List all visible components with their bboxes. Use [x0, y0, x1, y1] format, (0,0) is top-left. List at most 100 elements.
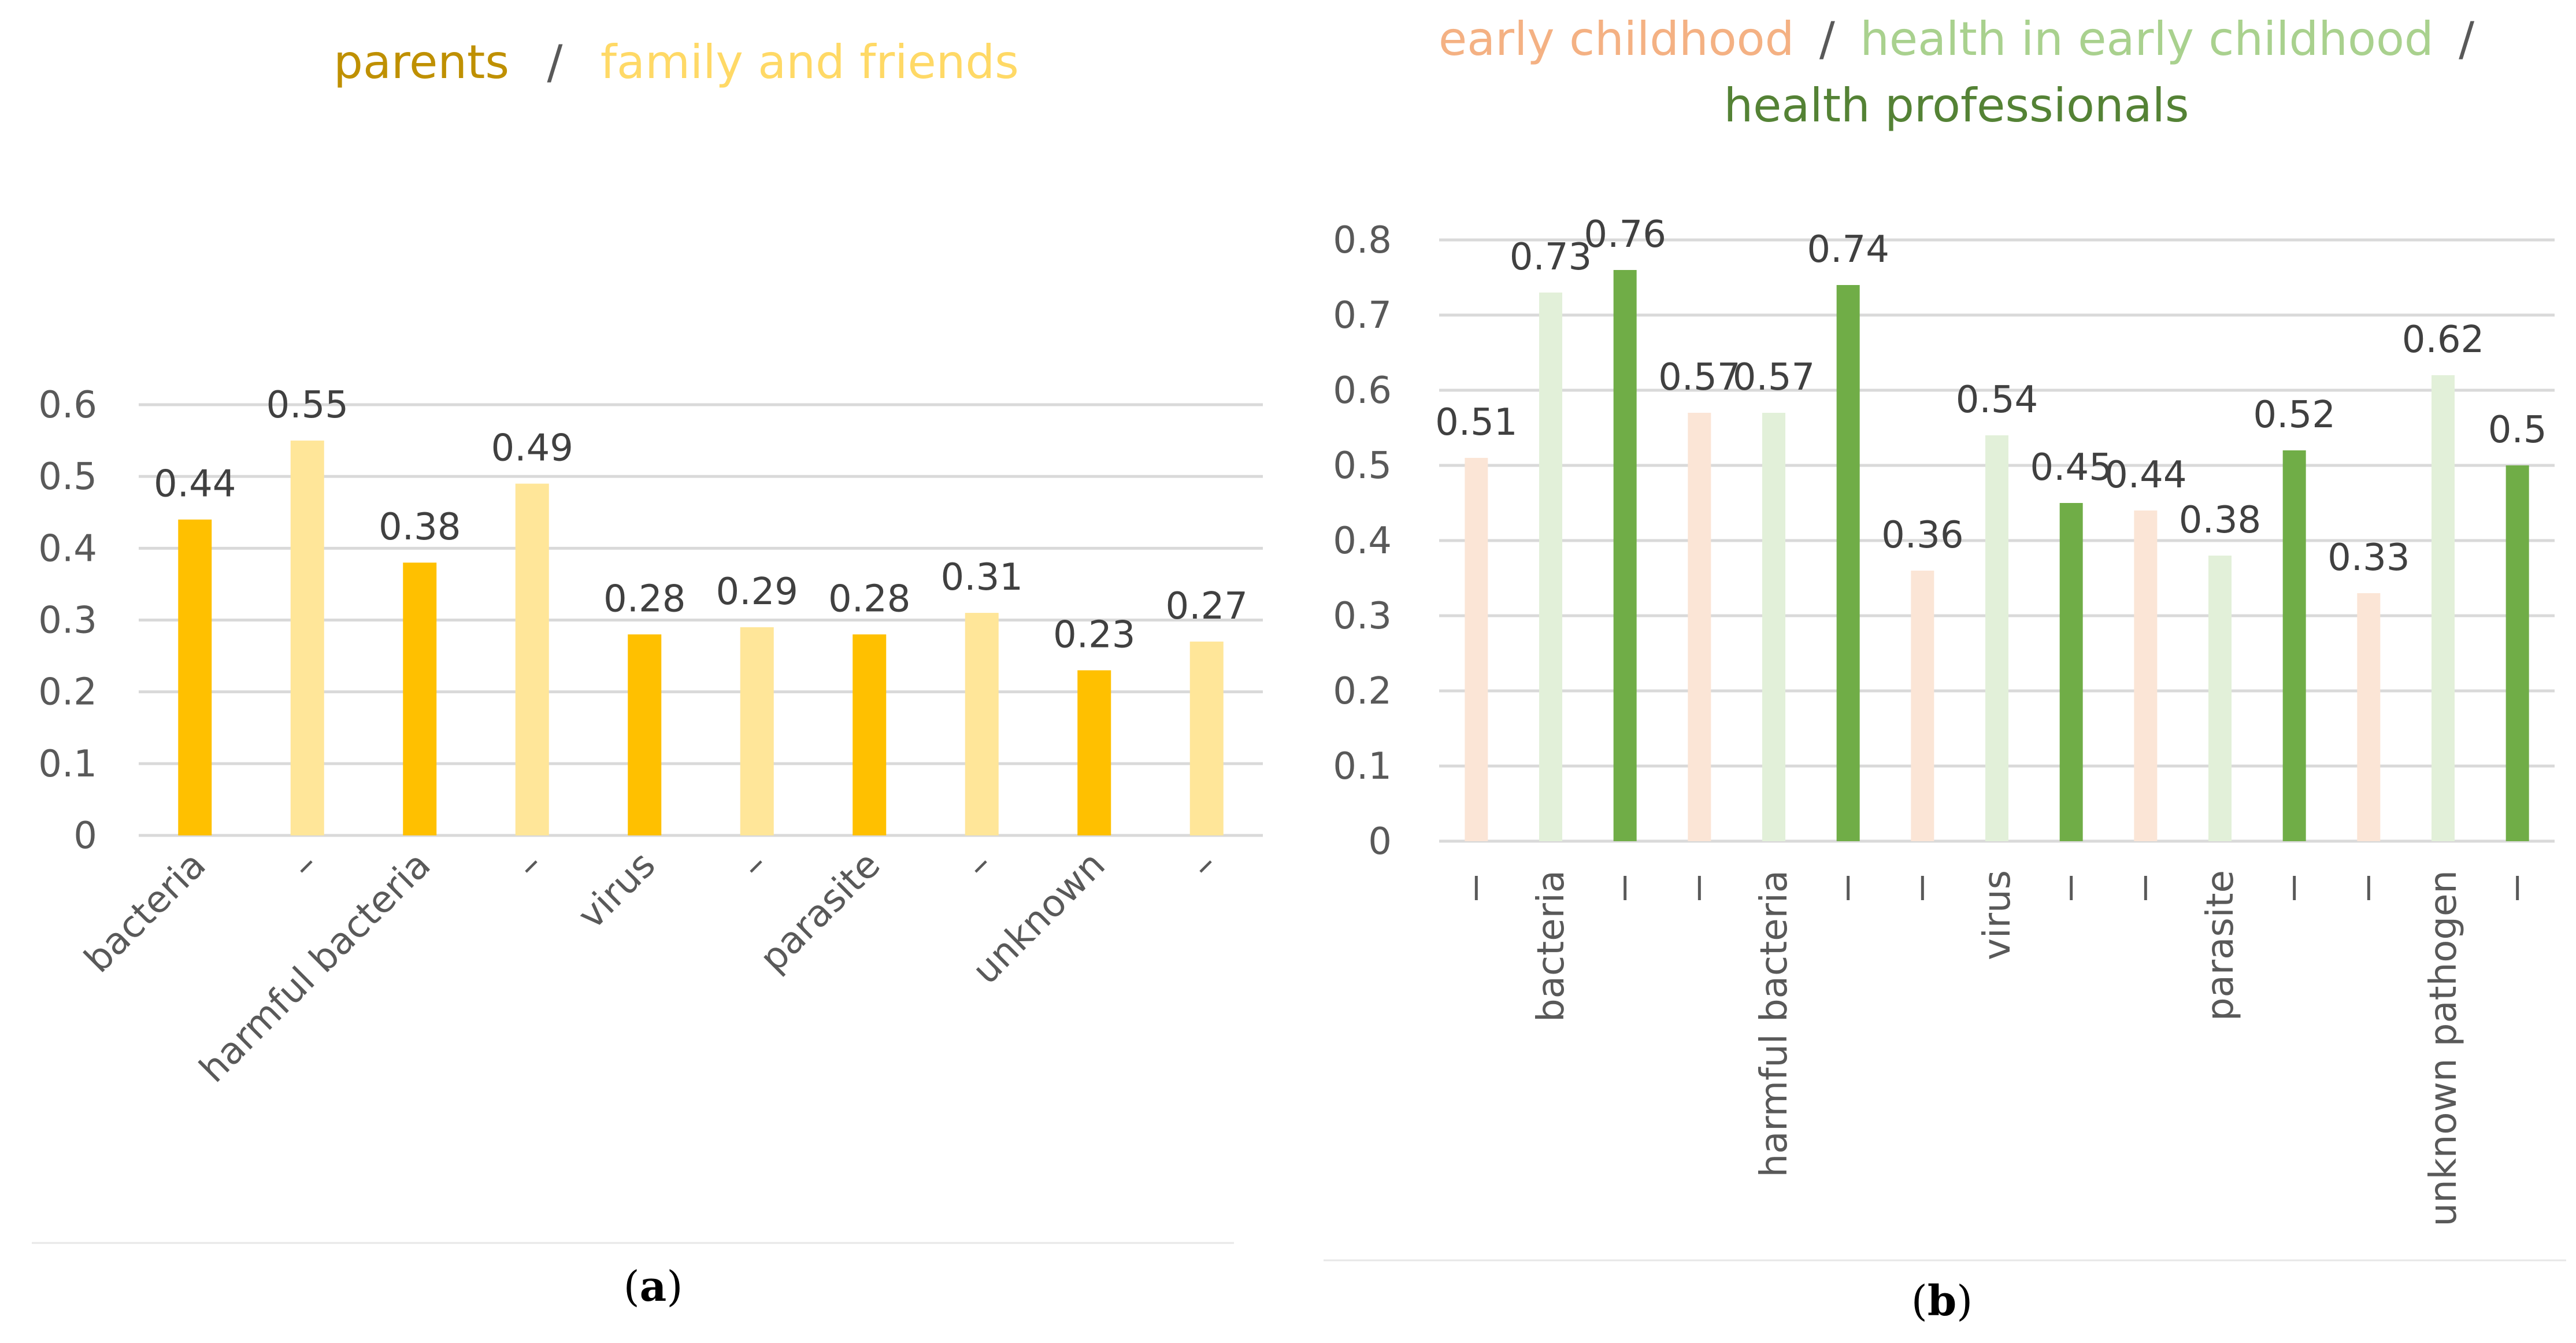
chart-b-title-health-early: health in early childhood — [1860, 12, 2433, 66]
chart-b-bar — [1539, 293, 1562, 841]
chart-a-title-parents: parents — [333, 35, 509, 89]
chart-b-title-health-prof: health professionals — [1723, 79, 2189, 132]
chart-b-data-label: 0.54 — [1956, 379, 2038, 421]
chart-a-bar — [290, 441, 324, 835]
chart-b-data-label: 0.36 — [1881, 514, 1964, 557]
chart-a-x-tick-label: – — [508, 843, 551, 887]
chart-a-x-tick-label: virus — [570, 843, 664, 938]
chart-b-data-label: 0.57 — [1658, 356, 1741, 399]
chart-b-data-label: 0.45 — [2030, 446, 2112, 489]
chart-b: early childhood / health in early childh… — [1324, 12, 2566, 1325]
chart-b-bar — [2432, 375, 2455, 841]
chart-b-x-tick-label: virus — [1976, 870, 2019, 960]
chart-b-y-tick-label: 0.7 — [1333, 294, 1392, 337]
chart-a-x-tick-label: – — [283, 843, 327, 887]
chart-b-bar — [2134, 510, 2158, 841]
chart-a-data-label: 0.31 — [941, 556, 1024, 599]
chart-a-x-tick-label: bacteria — [76, 843, 214, 981]
chart-a-title-separator: / — [547, 35, 563, 89]
chart-b-y-tick-label: 0.2 — [1333, 670, 1392, 713]
chart-b-data-label: 0.33 — [2327, 537, 2410, 579]
chart-b-bar — [2505, 465, 2529, 841]
chart-b-title-separator-1: / — [1819, 12, 1835, 66]
chart-b-title-line1: early childhood / health in early childh… — [1439, 12, 2474, 66]
chart-b-data-label: 0.62 — [2402, 319, 2485, 361]
chart-a-x-tick-label: – — [733, 843, 776, 887]
chart-a-y-tick-label: 0.4 — [38, 527, 97, 570]
chart-b-bar — [2282, 450, 2306, 841]
chart-a-y-tick-label: 0.1 — [38, 743, 97, 786]
chart-a-x-tick-label: parasite — [752, 843, 889, 981]
chart-a-data-label: 0.44 — [154, 463, 236, 506]
chart-a-y-tick-label: 0.5 — [38, 456, 97, 498]
chart-b-y-tick-label: 0.3 — [1333, 595, 1392, 638]
chart-b-data-label: 0.38 — [2179, 499, 2262, 542]
chart-a-data-label: 0.23 — [1053, 613, 1136, 656]
chart-a-bar — [853, 634, 887, 835]
chart-a-bar — [515, 483, 549, 835]
chart-b-bar — [1911, 571, 1934, 841]
chart-b-data-label: 0.44 — [2104, 454, 2187, 497]
chart-a-y-tick-label: 0.6 — [38, 384, 97, 427]
chart-a-gridlines — [139, 403, 1263, 837]
chart-b-y-tick-label: 0.8 — [1333, 219, 1392, 262]
chart-a-bar — [403, 563, 437, 835]
chart-a-caption-letter: a — [640, 1261, 667, 1311]
chart-b-caption-letter: b — [1928, 1276, 1956, 1325]
chart-a: parents / family and friends 00.10.20.30… — [32, 35, 1263, 1311]
chart-b-y-tick-label: 0.1 — [1333, 745, 1392, 788]
chart-b-bar — [2357, 593, 2381, 841]
chart-b-x-tick-label: parasite — [2199, 870, 2242, 1021]
chart-b-y-tick-label: 0.4 — [1333, 520, 1392, 563]
chart-b-data-label: 0.51 — [1435, 401, 1518, 444]
chart-b-y-ticks: 0 0.1 0.2 0.3 0.4 0.5 0.6 0.7 0.8 — [1333, 219, 1392, 863]
chart-a-y-ticks: 0 0.1 0.2 0.3 0.4 0.5 0.6 — [38, 384, 97, 857]
chart-b-bar — [1985, 435, 2008, 841]
chart-b-y-tick-label: 0.6 — [1333, 369, 1392, 412]
chart-a-y-tick-label: 0 — [73, 815, 97, 857]
chart-a-bar — [740, 627, 774, 835]
chart-a-bars — [178, 441, 1224, 835]
chart-b-bar — [2208, 556, 2232, 841]
chart-b-x-ticks: bacteria harmful bacteria virus parasite unk… — [1474, 870, 2519, 1226]
chart-b-bar — [1613, 270, 1637, 841]
chart-a-data-label: 0.28 — [603, 578, 686, 620]
chart-b-y-tick-label: 0 — [1368, 820, 1392, 863]
chart-a-caption: (a) — [624, 1261, 683, 1311]
chart-a-bar — [178, 519, 212, 835]
chart-b-title-line2: health professionals — [1723, 79, 2189, 132]
chart-b-data-label: 0.5 — [2488, 409, 2547, 452]
chart-b-data-label: 0.57 — [1733, 356, 1815, 399]
chart-a-y-tick-label: 0.3 — [38, 600, 97, 642]
chart-b-caption: (b) — [1911, 1276, 1973, 1325]
chart-a-bar — [1077, 670, 1111, 835]
chart-a-data-label: 0.27 — [1166, 585, 1248, 628]
chart-b-data-labels: 0.51 0.730.76 0.570.57 0.74 0.36 0.54 0.450.44… — [1435, 213, 2547, 579]
chart-a-bar — [628, 634, 662, 835]
chart-b-x-tick-label: unknown pathogen — [2422, 870, 2465, 1226]
chart-b-data-label: 0.73 — [1510, 236, 1592, 279]
chart-a-data-label: 0.38 — [379, 506, 461, 549]
chart-a-bar — [1189, 641, 1224, 835]
chart-a-data-label: 0.28 — [828, 578, 911, 620]
chart-b-bar — [1688, 413, 1711, 841]
chart-b-bar — [1836, 285, 1860, 841]
chart-a-data-label: 0.49 — [491, 427, 574, 470]
chart-a-y-tick-label: 0.2 — [38, 671, 97, 714]
chart-a-x-tick-label: – — [958, 843, 1001, 887]
chart-b-data-label: 0.74 — [1807, 228, 1889, 271]
chart-a-bar — [965, 613, 999, 835]
chart-b-bar — [1465, 458, 1488, 841]
chart-b-data-label: 0.76 — [1584, 213, 1666, 256]
chart-a-title: parents / family and friends — [333, 35, 1019, 89]
chart-a-title-family: family and friends — [601, 35, 1019, 89]
chart-b-x-tick-label: harmful bacteria — [1753, 870, 1796, 1177]
chart-a-data-label: 0.55 — [266, 384, 349, 427]
chart-b-x-tick-label: bacteria — [1530, 870, 1573, 1022]
chart-b-y-tick-label: 0.5 — [1333, 445, 1392, 487]
chart-b-data-label: 0.52 — [2253, 394, 2336, 436]
chart-a-x-tick-label: – — [1183, 843, 1226, 887]
chart-b-bars — [1465, 270, 2529, 841]
chart-a-data-labels: 0.44 0.55 0.38 0.49 0.28 0.29 0.28 0.31 0.23 0.27 — [154, 384, 1248, 656]
